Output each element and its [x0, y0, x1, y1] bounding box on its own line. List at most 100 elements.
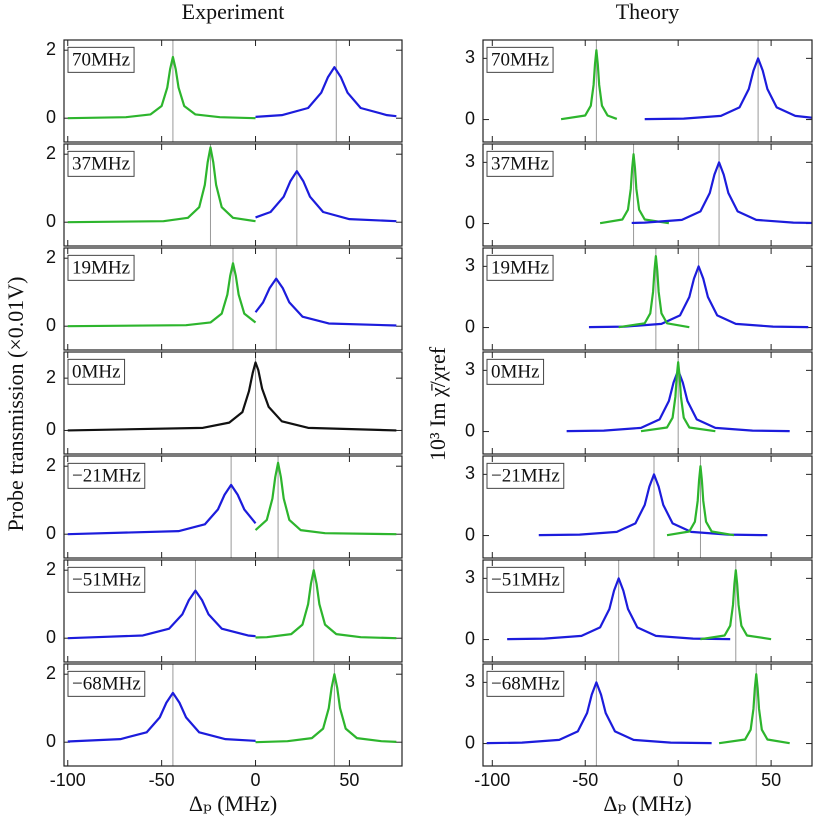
- panel-label: 19MHz: [491, 257, 549, 278]
- panel-label: −21MHz: [72, 465, 141, 486]
- column-title: Experiment: [182, 0, 285, 24]
- x-tick-label: 0: [251, 770, 261, 790]
- panel-frame: [63, 663, 403, 767]
- data-line: [255, 66, 397, 118]
- y-tick-label: 2: [46, 455, 56, 475]
- panel-frame: [482, 455, 813, 559]
- panel-label: −51MHz: [72, 569, 141, 590]
- y-tick-label: 2: [46, 39, 56, 59]
- data-line: [640, 361, 716, 433]
- panel-frame: [482, 351, 813, 455]
- y-tick-label: 0: [46, 419, 56, 439]
- panel-frame: [482, 247, 813, 351]
- data-line: [560, 49, 618, 121]
- y-tick-label: 3: [465, 255, 475, 275]
- panel-label-box: [486, 150, 554, 177]
- panel-label-box: [486, 358, 545, 385]
- panel-frame: [63, 143, 403, 247]
- panel-label: −68MHz: [491, 673, 560, 694]
- y-tick-label: 3: [465, 463, 475, 483]
- panel-label: 0MHz: [491, 361, 540, 382]
- y-tick-label: 3: [465, 671, 475, 691]
- panel-frame: [63, 559, 403, 663]
- y-tick-label: 0: [46, 731, 56, 751]
- data-line: [718, 673, 790, 745]
- data-line: [599, 153, 670, 225]
- data-line: [644, 57, 813, 121]
- data-line: [67, 361, 397, 432]
- data-line: [254, 461, 397, 536]
- panel-frame: [63, 351, 403, 455]
- panel-label: 0MHz: [72, 361, 121, 382]
- panel-label-box: [67, 46, 135, 73]
- panel-frame: [482, 663, 813, 767]
- data-line: [67, 589, 256, 640]
- panel-label: −21MHz: [491, 465, 560, 486]
- data-line: [631, 161, 813, 225]
- data-line: [588, 265, 809, 329]
- data-line: [67, 55, 256, 120]
- panel-label: 19MHz: [72, 257, 130, 278]
- x-tick-label: 50: [761, 770, 781, 790]
- panel-label: 70MHz: [491, 49, 549, 70]
- data-line: [67, 262, 257, 328]
- panel-label: 37MHz: [491, 153, 549, 174]
- panel-frame: [482, 143, 813, 247]
- panel-label-box: [67, 462, 146, 489]
- panel-label-box: [67, 670, 146, 697]
- panel-label: 70MHz: [72, 49, 130, 70]
- data-line: [618, 255, 690, 329]
- panel-label-box: [486, 566, 565, 593]
- y-tick-label: 2: [46, 247, 56, 267]
- y-tick-label: 0: [46, 627, 56, 647]
- panel-frame: [482, 39, 813, 143]
- y-tick-label: 0: [465, 732, 475, 752]
- x-axis-label: Δₚ (MHz): [603, 791, 691, 816]
- panel-label-box: [67, 254, 135, 281]
- data-line: [700, 569, 772, 641]
- panel-label: −68MHz: [72, 673, 141, 694]
- x-tick-label: -50: [149, 770, 175, 790]
- data-line: [67, 483, 257, 536]
- data-line: [666, 465, 735, 537]
- y-tick-label: 2: [46, 559, 56, 579]
- y-tick-label: 3: [465, 47, 475, 67]
- panel-frame: [63, 247, 403, 351]
- data-line: [255, 170, 397, 223]
- y-tick-label: 0: [46, 523, 56, 543]
- panel-frame: [482, 559, 813, 663]
- panel-label-box: [67, 358, 126, 385]
- data-line: [486, 681, 712, 745]
- y-tick-label: 0: [465, 316, 475, 336]
- data-line: [255, 569, 397, 640]
- panel-label-box: [486, 46, 554, 73]
- y-tick-label: 0: [465, 108, 475, 128]
- data-line: [254, 277, 397, 327]
- data-line: [67, 146, 256, 224]
- y-tick-label: 0: [46, 315, 56, 335]
- panel-label-box: [67, 150, 135, 177]
- data-line: [255, 673, 397, 744]
- x-tick-label: 0: [673, 770, 683, 790]
- y-axis-label: Probe transmission (×0.01V): [3, 277, 28, 532]
- panel-label-box: [486, 254, 554, 281]
- panel-label-box: [486, 462, 565, 489]
- y-axis-label: 10³ Im χ̄/χref: [425, 346, 450, 461]
- panel-label-box: [486, 670, 565, 697]
- y-tick-label: 0: [465, 628, 475, 648]
- x-tick-label: -50: [572, 770, 598, 790]
- x-tick-label: 50: [339, 770, 359, 790]
- panel-label: 37MHz: [72, 153, 130, 174]
- panel-frame: [63, 455, 403, 559]
- y-tick-label: 0: [46, 107, 56, 127]
- y-tick-label: 0: [465, 524, 475, 544]
- y-tick-label: 3: [465, 151, 475, 171]
- x-axis-label: Δₚ (MHz): [189, 791, 277, 816]
- x-tick-label: -100: [50, 770, 86, 790]
- y-tick-label: 0: [46, 211, 56, 231]
- y-tick-label: 0: [465, 420, 475, 440]
- y-tick-label: 0: [465, 212, 475, 232]
- panel-label-box: [67, 566, 146, 593]
